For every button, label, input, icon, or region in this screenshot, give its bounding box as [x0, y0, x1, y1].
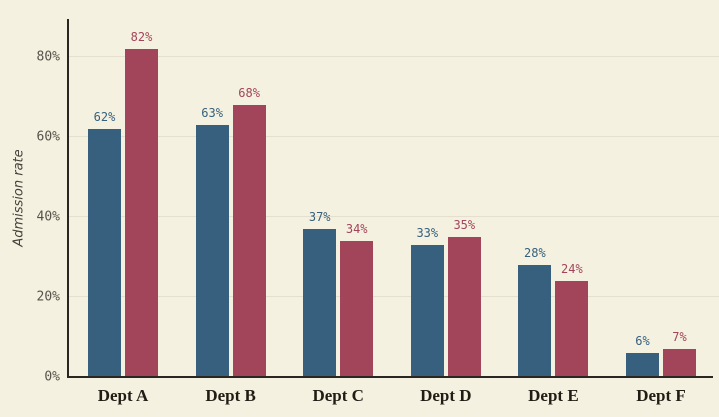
y-tick-label: 0%: [44, 369, 60, 385]
bar-value-label: 33%: [416, 226, 439, 240]
bar-dept-d-blue: [410, 245, 444, 377]
bar-dept-c-blue: [303, 229, 337, 377]
gridline: [68, 136, 719, 138]
y-axis-title: Admission rate: [11, 149, 27, 247]
y-tick-label: 80%: [36, 49, 60, 65]
gridline: [68, 56, 719, 58]
bar-dept-e-blue: [518, 265, 552, 377]
x-tick-label: Dept F: [636, 386, 686, 405]
bar-value-label: 37%: [308, 210, 331, 224]
x-tick-label: Dept B: [205, 386, 256, 405]
bar-value-label: 62%: [93, 110, 116, 124]
bar-dept-e-red: [555, 281, 589, 377]
bar-dept-a-red: [125, 49, 158, 377]
y-tick-label: 60%: [36, 129, 60, 145]
x-axis-line: [67, 376, 713, 378]
bar-value-label: 63%: [201, 106, 223, 120]
bar-value-label: 34%: [345, 222, 368, 236]
bar-dept-d-red: [447, 237, 481, 377]
x-tick-label: Dept D: [420, 386, 472, 405]
x-tick-label: Dept C: [312, 386, 364, 405]
gridline: [68, 296, 719, 298]
plot-area: 62% 82% 63% 68% 37% 34% 33% 35% 28% 24% 6% 7%: [68, 20, 719, 377]
bar-value-label: 7%: [672, 330, 687, 344]
bar-dept-c-red: [340, 241, 374, 377]
y-axis-line: [67, 19, 69, 378]
bar-value-label: 82%: [130, 30, 153, 44]
bar-dept-b-blue: [195, 125, 229, 377]
bar-dept-f-blue: [626, 353, 659, 377]
bar-value-label: 6%: [635, 334, 650, 348]
bar-value-label: 28%: [524, 246, 546, 260]
bar-value-label: 68%: [238, 86, 260, 100]
bar-dept-b-red: [232, 105, 266, 377]
bar-dept-a-blue: [88, 129, 121, 377]
bar-value-label: 24%: [561, 262, 583, 276]
bar-value-label: 35%: [453, 218, 476, 232]
y-tick-label: 40%: [36, 209, 60, 225]
x-tick-label: Dept E: [528, 386, 579, 405]
x-tick-label: Dept A: [97, 386, 149, 405]
y-tick-label: 20%: [36, 289, 60, 305]
gridline: [68, 216, 719, 218]
bar-dept-f-red: [663, 349, 696, 377]
